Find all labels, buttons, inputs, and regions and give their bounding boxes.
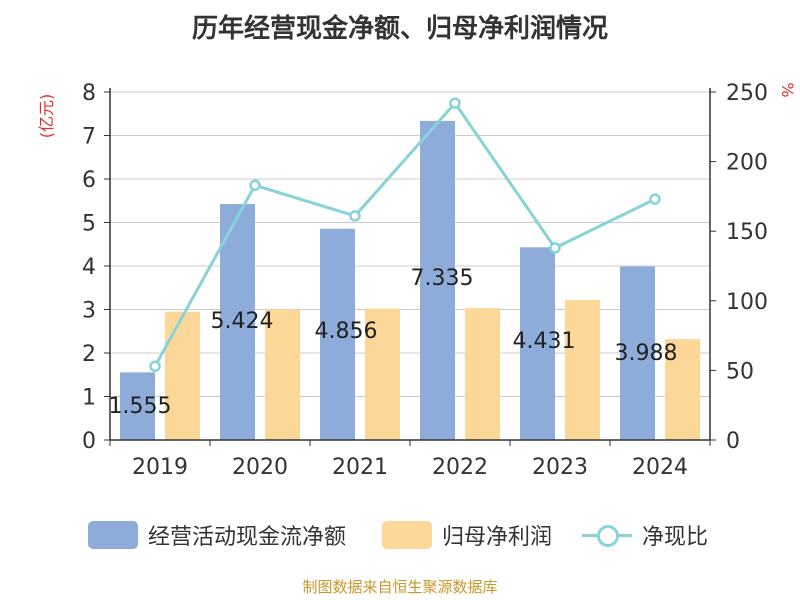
legend-item-cashflow[interactable]: 经营活动现金流净额 <box>88 518 346 552</box>
bar-netprofit <box>365 308 400 440</box>
y-tick-label: 5 <box>82 212 96 237</box>
bar-netprofit <box>165 311 200 440</box>
legend-label-cashflow: 经营活动现金流净额 <box>148 525 347 550</box>
y-tick-label: 4 <box>82 255 96 280</box>
point-cash-ratio <box>649 193 661 205</box>
y-tick-label: 0 <box>82 429 96 454</box>
x-tick-label: 2024 <box>632 455 688 480</box>
bar-cashflow <box>120 372 155 440</box>
chart-title: 历年经营现金净额、归母净利润情况 <box>191 14 608 44</box>
y-tick-label: 2 <box>82 342 96 367</box>
bar-netprofit <box>665 339 700 440</box>
x-tick-label: 2022 <box>432 455 488 480</box>
bar-netprofit <box>265 309 300 440</box>
bar-netprofit <box>565 299 600 440</box>
bar-cashflow <box>520 247 555 440</box>
line-cash-ratio <box>153 100 656 367</box>
y2-tick-label: 100 <box>726 290 768 315</box>
data-label-cashflow: 7.335 <box>411 266 474 291</box>
legend-swatch-netprofit <box>382 521 432 549</box>
data-label-cashflow: 4.431 <box>513 329 576 354</box>
y2-tick-label: 200 <box>726 151 768 176</box>
legend-item-netprofit[interactable]: 归母净利润 <box>382 518 552 552</box>
point-cash-ratio <box>349 210 361 222</box>
legend-label-netprofit: 归母净利润 <box>442 525 553 550</box>
point-cash-ratio <box>249 179 261 192</box>
legend-swatch-cash-ratio <box>582 521 632 549</box>
bar-cashflow <box>320 228 355 440</box>
y2-tick-label: 50 <box>726 359 754 384</box>
y2-axis-title: % <box>778 82 797 97</box>
x-tick-label: 2019 <box>132 455 188 480</box>
point-cash-ratio <box>549 242 561 254</box>
data-label-cashflow: 5.424 <box>211 309 274 334</box>
x-tick-label: 2021 <box>332 455 388 480</box>
y-tick-label: 3 <box>82 299 96 324</box>
bar-cashflow <box>620 266 655 440</box>
data-label-cashflow: 1.555 <box>109 394 172 419</box>
y2-tick-label: 0 <box>726 429 740 454</box>
legend-label-cash-ratio: 净现比 <box>642 525 709 550</box>
legend-swatch-cashflow <box>88 521 138 549</box>
y-tick-label: 6 <box>82 168 96 193</box>
y-tick-label: 1 <box>82 386 96 411</box>
y-tick-label: 7 <box>82 125 96 150</box>
y2-tick-label: 250 <box>726 81 768 106</box>
source-note: 制图数据来自恒生聚源数据库 <box>302 578 498 596</box>
point-cash-ratio <box>449 97 461 109</box>
x-tick-label: 2023 <box>532 455 588 480</box>
y2-tick-label: 150 <box>726 220 768 245</box>
bar-cashflow <box>420 120 455 441</box>
y-axis-title: (亿元) <box>37 94 56 139</box>
data-label-cashflow: 3.988 <box>615 341 678 366</box>
bar-netprofit <box>465 308 500 440</box>
point-cash-ratio <box>149 360 161 372</box>
legend-item-cash-ratio[interactable]: 净现比 <box>582 518 708 552</box>
y-tick-label: 8 <box>82 81 96 106</box>
bar-cashflow <box>220 204 255 440</box>
data-label-cashflow: 4.856 <box>315 319 378 344</box>
x-tick-label: 2020 <box>232 455 288 480</box>
